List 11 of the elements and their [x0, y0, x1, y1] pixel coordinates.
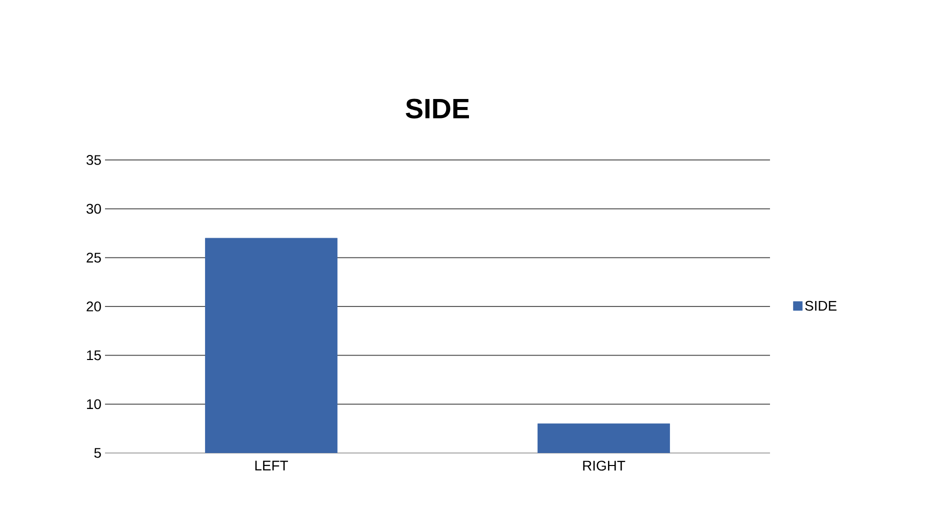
- y-tick-label: 20: [86, 302, 101, 312]
- y-tick-label: 25: [86, 252, 101, 263]
- y-tick-label: 35: [86, 155, 101, 165]
- y-tick-label: 15: [87, 350, 101, 360]
- y-tick-label: 30: [86, 204, 101, 214]
- y-tick-label: 10: [87, 399, 101, 410]
- legend-label: SIDE: [805, 300, 836, 311]
- x-tick-label: LEFT: [255, 460, 288, 470]
- x-tick-label: RIGHT: [583, 460, 626, 471]
- chart-title: SIDE: [406, 98, 469, 118]
- y-tick-label: 5: [94, 448, 101, 458]
